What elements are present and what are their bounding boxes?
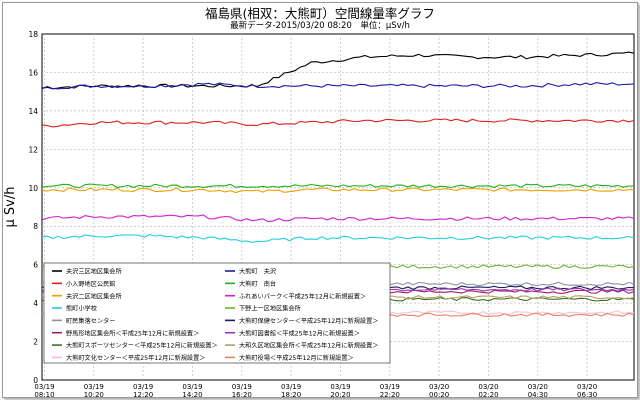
x-tick-label-time: 00:20 — [429, 391, 449, 399]
x-tick-label-time: 14:20 — [182, 391, 202, 399]
x-tick-label-date: 03/19 — [84, 383, 104, 391]
legend-label: 大熊町保健センター＜平成25年12月に新規設置＞ — [239, 317, 379, 325]
series-line — [41, 183, 635, 189]
y-axis-label: μ Sv/h — [3, 187, 18, 228]
series-line — [41, 214, 635, 223]
legend-label: 大熊町 南台 — [239, 280, 276, 288]
x-tick-label-time: 18:20 — [281, 391, 301, 399]
y-tick-label: 12 — [28, 145, 38, 154]
legend-label: 熊町小学校 — [66, 305, 97, 313]
y-tick-label: 16 — [28, 68, 38, 77]
y-tick-label: 0 — [33, 376, 38, 385]
legend-label: 夫沢三区地区集会所 — [66, 268, 122, 276]
x-tick-label-time: 08:10 — [34, 391, 54, 399]
x-tick-label-time: 22:20 — [380, 391, 400, 399]
series-line — [41, 187, 634, 194]
legend-label: 夫沢二区地区集会所 — [66, 292, 122, 300]
x-tick-label-time: 12:20 — [133, 391, 153, 399]
legend-label: 小入野地区公民館 — [66, 280, 116, 288]
series-line — [41, 234, 635, 243]
legend-label: 野馬形地区集会所＜平成25年12月に新規設置＞ — [66, 329, 199, 337]
y-tick-label: 4 — [33, 299, 38, 308]
y-tick-labels: 0 2 4 6 8 10 12 14 16 18 — [28, 30, 38, 385]
legend-label: 大熊町文化センター＜平成25年12月に新規設置＞ — [66, 354, 206, 362]
legend-label: 下野上一区地区集会所 — [239, 305, 301, 313]
legend-label: 大熊町スポーツセンター＜平成25年12月に新規設置＞ — [66, 342, 218, 350]
x-tick-label-time: 06:30 — [577, 391, 597, 399]
y-tick-label: 6 — [33, 261, 38, 270]
legend-label: 大熊町 夫沢 — [239, 268, 277, 276]
y-tick-label: 8 — [33, 222, 38, 231]
x-tick-label-date: 03/20 — [577, 383, 597, 391]
x-tick-label-date: 03/19 — [330, 383, 350, 391]
y-tick-label: 2 — [33, 338, 38, 347]
legend-label: 大熊町図書館＜平成25年12月に新規設置＞ — [239, 329, 360, 337]
y-tick-label: 18 — [28, 30, 38, 39]
x-tick-label-time: 16:20 — [232, 391, 252, 399]
x-tick-label-date: 03/19 — [232, 383, 252, 391]
x-tick-label-date: 03/20 — [429, 383, 449, 391]
y-tick-label: 10 — [28, 184, 38, 193]
x-tick-label-time: 04:30 — [528, 391, 548, 399]
series-line — [41, 82, 635, 90]
legend-box — [43, 262, 391, 364]
x-tick-label-time: 10:20 — [84, 391, 104, 399]
x-tick-label-date: 03/19 — [281, 383, 301, 391]
legend-label: ふれあいパーク＜平成25年12月に新規設置＞ — [239, 292, 366, 300]
x-tick-label-date: 03/19 — [34, 383, 54, 391]
x-tick-label-date: 03/20 — [528, 383, 548, 391]
x-tick-label-time: 20:20 — [330, 391, 350, 399]
chart-subtitle: 最新データ-2015/03/20 08:20 単位：μSv/h — [230, 21, 410, 31]
x-tick-label-date: 03/19 — [182, 383, 202, 391]
legend-label: 大和久区地区集会所＜平成25年12月に新規設置＞ — [239, 342, 379, 350]
y-tick-label: 14 — [28, 107, 38, 116]
x-tick-label-time: 02:20 — [478, 391, 498, 399]
x-tick-label-date: 03/20 — [478, 383, 498, 391]
legend-label: 大熊町役場＜平成25年12月に新規設置＞ — [239, 354, 354, 362]
x-tick-labels: 03/1908:1003/1910:2003/1912:2003/1914:20… — [34, 383, 597, 399]
chart-title: 福島県(相双：大熊町）空間線量率グラフ — [205, 6, 435, 21]
x-tick-label-date: 03/19 — [380, 383, 400, 391]
series-line — [41, 118, 635, 128]
x-tick-label-date: 03/19 — [133, 383, 153, 391]
legend-label: 町民集落センター — [66, 317, 116, 325]
